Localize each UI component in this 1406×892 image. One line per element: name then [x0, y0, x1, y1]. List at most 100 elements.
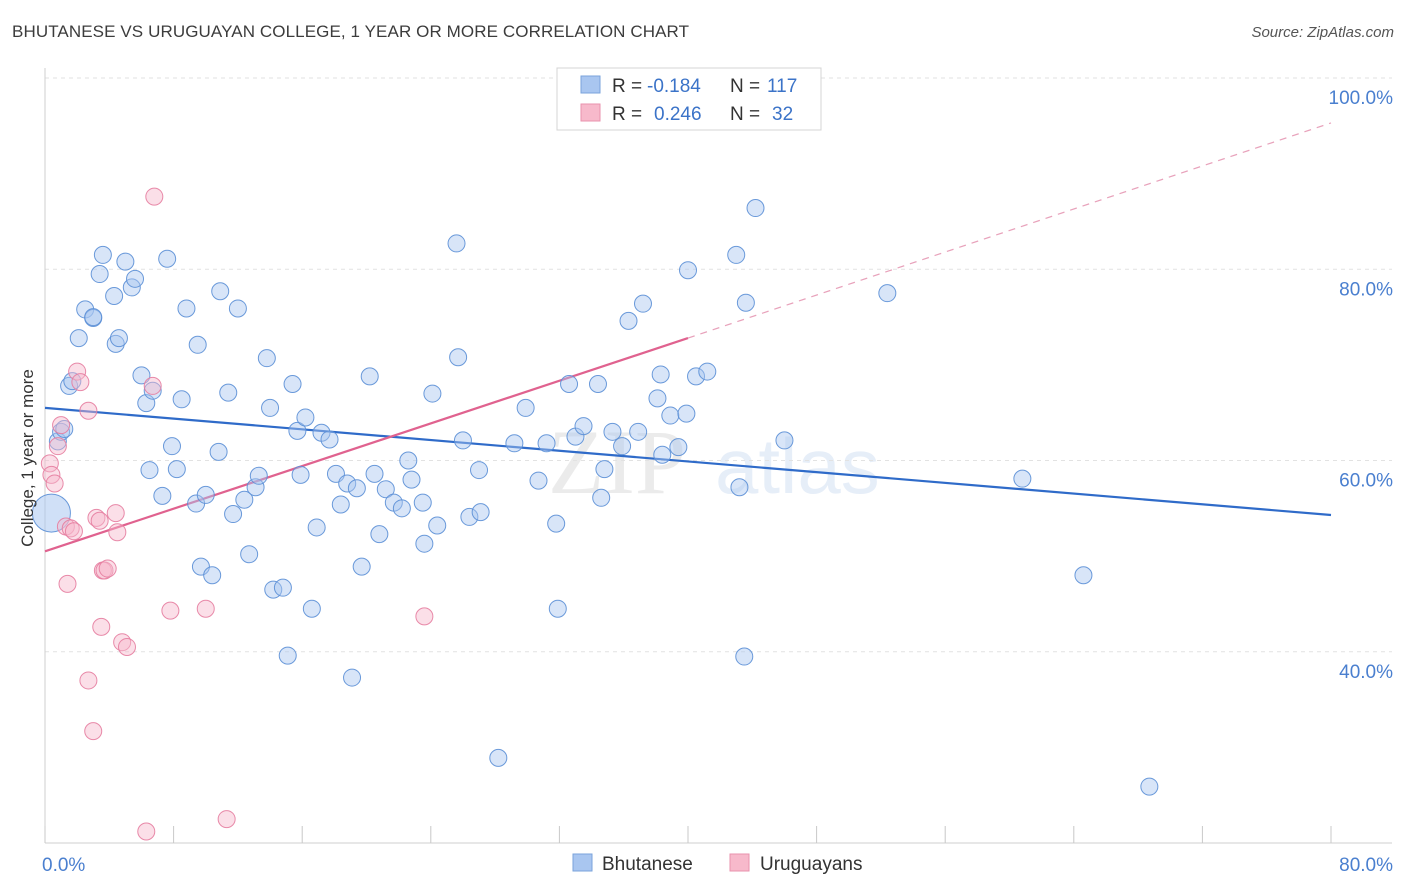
point-bhutanese: [548, 599, 567, 618]
point-uruguayans: [92, 617, 111, 636]
stats-n-value-1: 117: [767, 76, 797, 97]
point-uruguayans: [143, 376, 162, 395]
point-bhutanese: [219, 383, 238, 402]
point-bhutanese: [489, 748, 508, 767]
point-bhutanese: [592, 488, 611, 507]
point-bhutanese: [547, 514, 566, 533]
point-bhutanese: [224, 505, 243, 524]
stats-legend-box: [556, 67, 822, 131]
point-bhutanese: [228, 299, 247, 318]
stats-r-value-2: 0.246: [654, 104, 702, 125]
point-bhutanese: [140, 461, 159, 480]
y-tick-label: 80.0%: [1339, 279, 1393, 300]
point-bhutanese: [109, 329, 128, 348]
point-bhutanese: [460, 507, 479, 526]
point-uruguayans: [95, 561, 114, 580]
point-bhutanese: [257, 349, 276, 368]
legend-label-uruguayans: Uruguayans: [760, 854, 862, 875]
data-points: [31, 69, 1159, 841]
trend-line-bhutanese: [44, 406, 1332, 517]
point-bhutanese: [365, 464, 384, 483]
point-uruguayans: [90, 511, 109, 530]
point-bhutanese: [153, 486, 172, 505]
point-bhutanese: [1140, 777, 1159, 796]
point-bhutanese: [126, 269, 145, 288]
point-bhutanese: [775, 431, 794, 450]
point-bhutanese: [730, 478, 749, 497]
point-bhutanese: [453, 431, 472, 450]
legend-swatch-bhutanese: [572, 853, 593, 872]
stats-legend: R = -0.184 N = 117 R = 0.246 N = 32: [556, 67, 822, 131]
stats-swatch-uruguayans: [580, 103, 601, 122]
trend-lines: [44, 122, 1332, 553]
point-bhutanese: [31, 493, 71, 533]
point-bhutanese: [283, 375, 302, 393]
stats-n-value-2: 32: [772, 104, 793, 125]
point-uruguayans: [98, 559, 117, 578]
point-uruguayans: [217, 810, 236, 829]
point-uruguayans: [84, 722, 103, 741]
legend-label-bhutanese: Bhutanese: [602, 854, 693, 875]
point-bhutanese: [211, 282, 230, 301]
point-bhutanese: [449, 348, 468, 367]
point-bhutanese: [653, 445, 672, 464]
point-bhutanese: [288, 421, 307, 440]
point-bhutanese: [261, 398, 280, 417]
point-bhutanese: [428, 516, 447, 535]
point-bhutanese: [105, 287, 124, 306]
point-bhutanese: [296, 408, 315, 427]
point-bhutanese: [320, 430, 339, 449]
point-bhutanese: [648, 389, 667, 408]
point-bhutanese: [352, 557, 371, 576]
point-bhutanese: [158, 249, 177, 268]
point-bhutanese: [249, 466, 268, 485]
y-tick-label: 40.0%: [1339, 662, 1393, 683]
point-bhutanese: [470, 461, 489, 480]
point-bhutanese: [162, 437, 181, 456]
point-bhutanese: [677, 404, 696, 423]
point-bhutanese: [603, 422, 622, 441]
point-uruguayans: [71, 373, 90, 392]
point-bhutanese: [651, 365, 670, 384]
point-uruguayans: [117, 637, 136, 656]
point-bhutanese: [735, 647, 754, 666]
point-bhutanese: [1074, 566, 1093, 585]
point-bhutanese: [619, 311, 638, 330]
point-bhutanese: [1013, 469, 1032, 488]
point-uruguayans: [161, 601, 180, 620]
point-bhutanese: [687, 367, 706, 386]
point-bhutanese: [727, 245, 746, 264]
point-bhutanese: [736, 293, 755, 312]
point-bhutanese: [574, 417, 593, 436]
point-bhutanese: [402, 470, 421, 489]
point-bhutanese: [537, 434, 556, 453]
point-uruguayans: [52, 416, 71, 435]
point-bhutanese: [878, 284, 897, 303]
x-tick-label: 80.0%: [1339, 855, 1393, 876]
axes: 100.0% 80.0% 60.0% 40.0% 0.0% 80.0%: [42, 68, 1393, 876]
point-uruguayans: [45, 474, 64, 493]
point-bhutanese: [203, 566, 222, 585]
point-bhutanese: [291, 465, 310, 484]
point-bhutanese: [177, 299, 196, 318]
y-tick-label: 100.0%: [1329, 88, 1394, 109]
point-uruguayans: [58, 574, 77, 593]
trend-line-uruguayans: [44, 337, 689, 553]
point-bhutanese: [360, 367, 379, 386]
point-bhutanese: [613, 437, 632, 456]
point-bhutanese: [209, 442, 228, 461]
point-bhutanese: [307, 518, 326, 537]
point-bhutanese: [370, 525, 389, 544]
point-uruguayans: [113, 633, 132, 652]
point-bhutanese: [413, 493, 432, 512]
point-bhutanese: [669, 438, 688, 457]
y-tick-label: 60.0%: [1339, 471, 1393, 492]
point-bhutanese: [679, 261, 697, 280]
point-uruguayans: [196, 599, 215, 618]
point-uruguayans: [61, 519, 80, 538]
series-legend: Bhutanese Uruguayans: [572, 853, 862, 875]
point-bhutanese: [188, 335, 207, 354]
x-tick-label: 0.0%: [42, 855, 85, 876]
point-bhutanese: [331, 495, 350, 514]
